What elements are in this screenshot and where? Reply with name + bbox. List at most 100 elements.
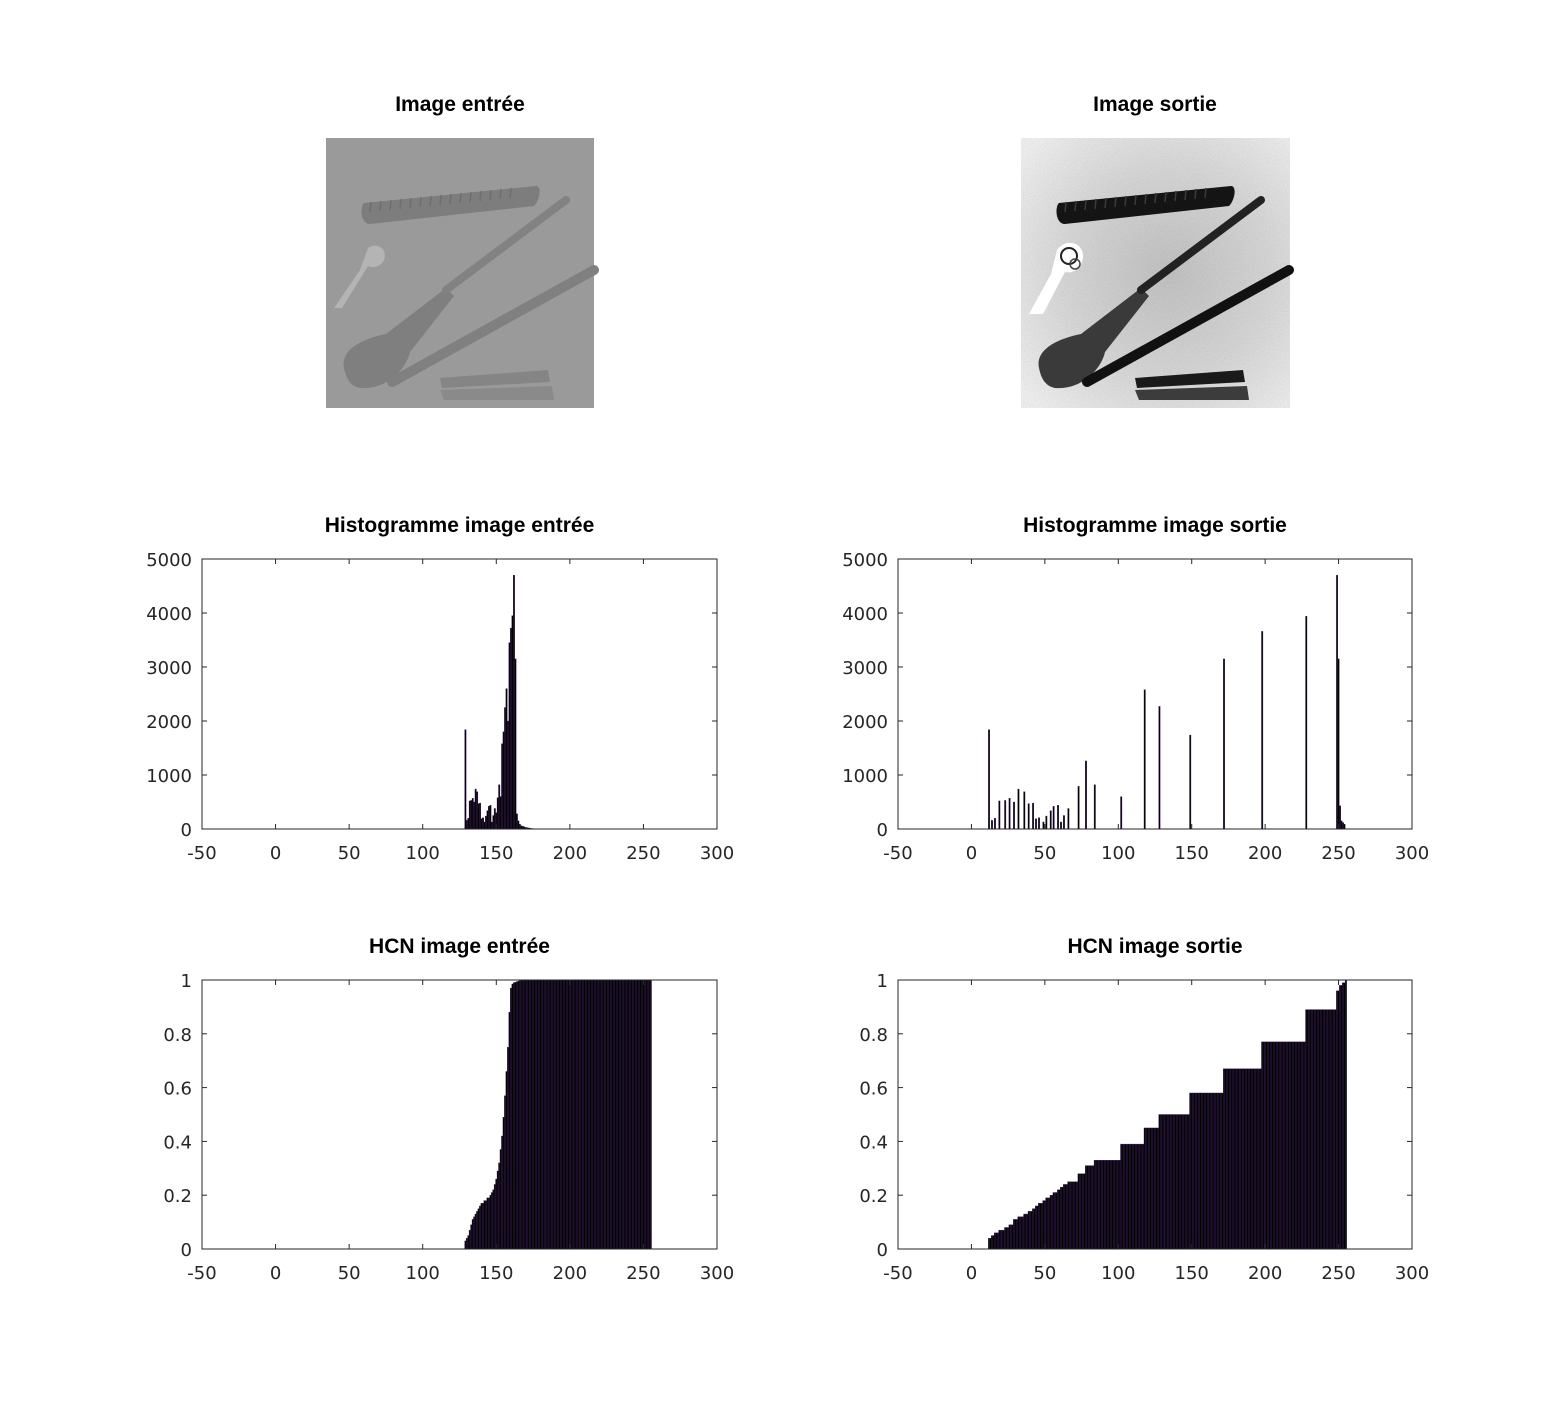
bar (1092, 1165, 1095, 1250)
bar (583, 979, 586, 1250)
bar (474, 788, 477, 830)
x-tick-label: -50 (883, 1263, 912, 1284)
bar (489, 1195, 492, 1250)
bar (1262, 1041, 1265, 1250)
bar (1190, 1092, 1193, 1250)
bar (1011, 1224, 1014, 1250)
bar (1137, 1143, 1140, 1250)
bar (626, 979, 629, 1250)
bar (648, 979, 651, 1250)
bar (490, 1192, 493, 1250)
bar (1151, 1127, 1153, 1250)
bar (1230, 1068, 1233, 1250)
x-tick-label: 0 (270, 1263, 281, 1284)
bar (496, 1170, 499, 1250)
bar (1261, 1041, 1264, 1250)
bar (1068, 1181, 1071, 1250)
bar (533, 979, 536, 1250)
bar (996, 1232, 999, 1250)
bar (1221, 1092, 1224, 1250)
x-tick-label: 50 (1033, 1263, 1056, 1284)
bar (589, 979, 592, 1250)
bar (1253, 1068, 1256, 1250)
bar (586, 979, 589, 1250)
bar (1013, 1219, 1015, 1250)
comb-shape (1056, 186, 1235, 224)
bar (1275, 1041, 1278, 1250)
bar (1302, 1041, 1305, 1250)
bar (510, 987, 512, 1250)
bar (1008, 798, 1011, 830)
bar (1104, 1160, 1106, 1250)
bar (1020, 1216, 1023, 1250)
bar (591, 979, 593, 1250)
bar (1177, 1114, 1180, 1250)
bar (486, 810, 489, 830)
bar (1286, 1041, 1289, 1250)
x-tick-label: 200 (1248, 1263, 1282, 1284)
bar (1096, 1160, 1099, 1250)
bar (1134, 1143, 1137, 1250)
bar (1093, 1160, 1096, 1250)
bar (1327, 1009, 1330, 1250)
bar (593, 979, 596, 1250)
bar (543, 979, 546, 1250)
bar (532, 979, 534, 1250)
axes-frame (201, 979, 718, 1250)
key-shape (334, 245, 385, 308)
bar (523, 979, 526, 1250)
bar (1071, 1181, 1074, 1250)
bar (1007, 1227, 1010, 1250)
bar (1057, 1189, 1059, 1250)
bar (490, 821, 493, 830)
x-tick-label: 150 (1175, 843, 1209, 864)
bar (482, 817, 484, 830)
bar (998, 1229, 1001, 1250)
chart-histogram-output: Histogramme image sortie-50 0 50 100 150 200 2… (842, 514, 1429, 864)
bar (1193, 1092, 1196, 1250)
bar (530, 979, 533, 1250)
bar (1033, 1208, 1036, 1250)
bar (605, 979, 608, 1250)
y-tick-label: 1 (181, 971, 192, 992)
bar (1314, 1009, 1316, 1250)
bar (1127, 1143, 1130, 1250)
bar (630, 979, 633, 1250)
bar (539, 979, 542, 1250)
bar (1083, 1173, 1086, 1250)
bar (1181, 1114, 1184, 1250)
y-tick-label: 0 (877, 1240, 888, 1261)
bar (1008, 1224, 1011, 1250)
bar (1146, 1127, 1149, 1250)
bar (1189, 1092, 1192, 1250)
x-tick-label: 300 (1395, 843, 1429, 864)
bar (471, 798, 474, 830)
bar (545, 979, 548, 1250)
bar (579, 979, 582, 1250)
bar (1228, 1068, 1231, 1250)
bar (1067, 808, 1070, 830)
bar (617, 979, 620, 1250)
bar (1334, 1009, 1337, 1250)
bar (1198, 1092, 1200, 1250)
x-tick-label: 0 (966, 1263, 977, 1284)
bar (610, 979, 612, 1250)
bar (493, 808, 496, 830)
bar (1248, 1068, 1250, 1250)
bar (574, 979, 577, 1250)
bar (548, 979, 551, 1250)
bar (1168, 1114, 1171, 1250)
y-tick-label: 3000 (842, 658, 888, 679)
y-tick-label: 0.8 (163, 1025, 192, 1046)
bar (514, 658, 517, 830)
bar (1126, 1143, 1129, 1250)
bar (1205, 1092, 1208, 1250)
bar (1328, 1009, 1331, 1250)
bar (1320, 1009, 1322, 1250)
bar (643, 979, 646, 1250)
bar (492, 1189, 495, 1250)
bar (576, 979, 579, 1250)
bar (1049, 810, 1052, 830)
bar (585, 979, 587, 1250)
